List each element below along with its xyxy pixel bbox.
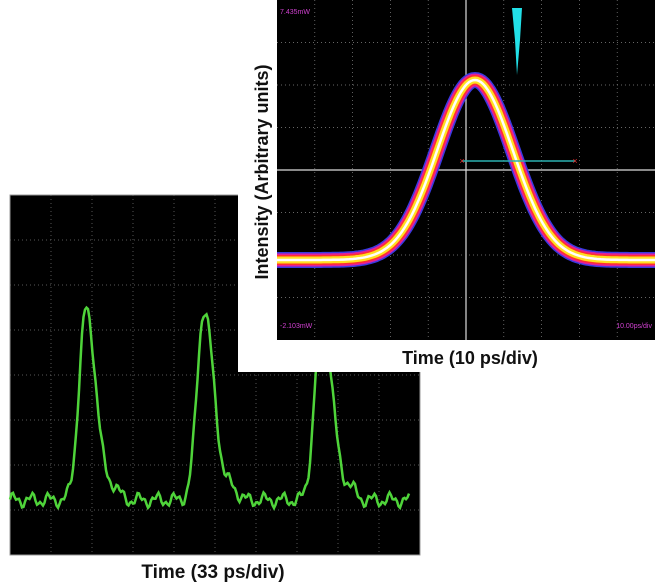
marker-x: × [459, 156, 464, 166]
scope-label: 10.00ps/div [616, 323, 652, 330]
caption: Time (33 ps/div) [141, 562, 284, 583]
cyan-marker [512, 8, 522, 75]
front-panel: × × 7.435mW -2.103mW 10.00ps/div Intensi… [238, 0, 655, 372]
scope-label: -2.103mW [280, 323, 313, 330]
eye-pulse [277, 71, 655, 268]
green-trace [8, 305, 411, 511]
caption: Time (10 ps/div) [402, 348, 538, 368]
y-axis-label: Intensity (Arbitrary units) [252, 64, 272, 279]
pulse-band [277, 78, 655, 262]
grid [277, 0, 655, 340]
marker-x: × [572, 156, 577, 166]
scope-label: 7.435mW [280, 9, 310, 16]
